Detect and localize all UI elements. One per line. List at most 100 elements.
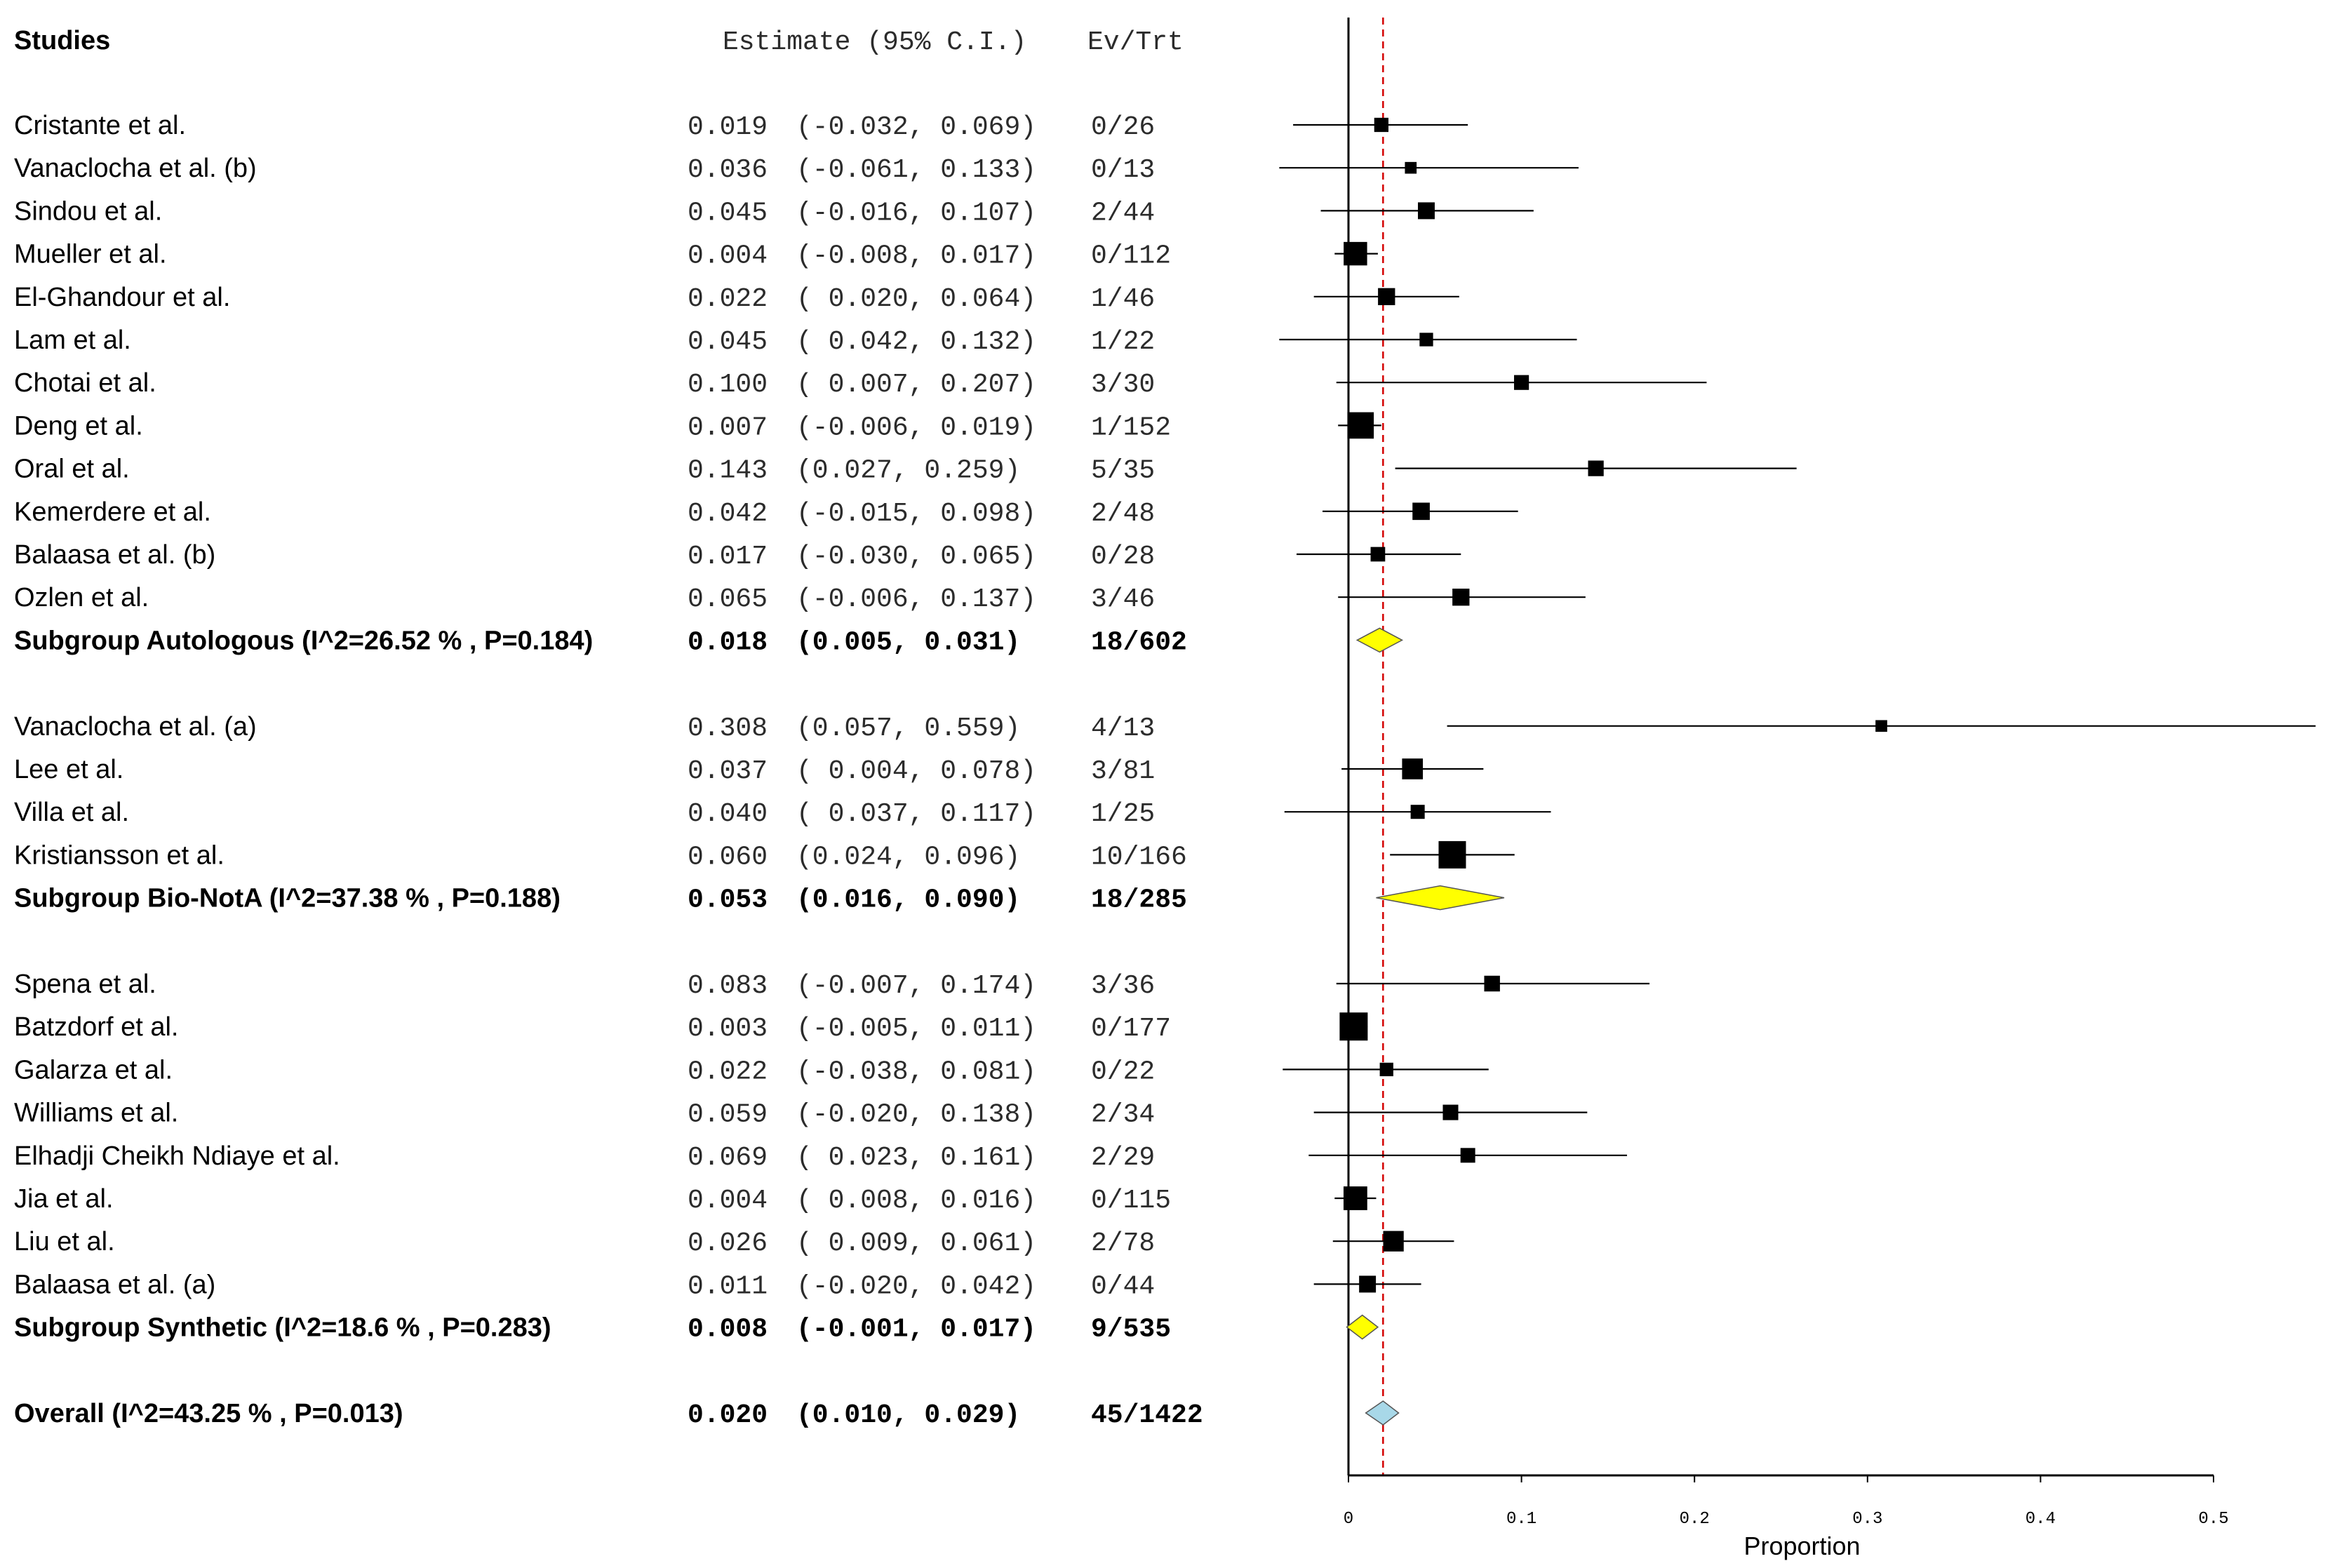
point-estimate-square xyxy=(1405,161,1417,174)
overall-row: Overall (I^2=43.25 % , P=0.013) 0.020 (0.… xyxy=(14,1399,1203,1430)
table-row: Liu et al. 0.026 ( 0.009, 0.061) 2/78 xyxy=(14,1227,1155,1259)
confidence-interval: ( 0.008, 0.016) xyxy=(796,1186,1036,1216)
estimate-value: 0.022 xyxy=(688,1057,768,1087)
confidence-interval: (0.005, 0.031) xyxy=(796,627,1020,657)
x-tick-label: 0.4 xyxy=(2026,1510,2056,1529)
point-estimate-square xyxy=(1417,202,1435,220)
table-row: Balaasa et al. (a) 0.011 (-0.020, 0.042) 0/… xyxy=(14,1270,1155,1301)
subgroup-row: Subgroup Autologous (I^2=26.52 % , P=0.1… xyxy=(14,626,1187,657)
estimate-value: 0.053 xyxy=(688,885,768,916)
point-estimate-square xyxy=(1370,547,1386,562)
confidence-interval: (0.024, 0.096) xyxy=(796,842,1020,872)
events-over-treated: 1/25 xyxy=(1091,799,1155,829)
estimate-value: 0.026 xyxy=(688,1228,768,1259)
events-over-treated: 0/115 xyxy=(1091,1186,1171,1216)
confidence-interval: (-0.016, 0.107) xyxy=(796,198,1036,228)
events-over-treated: 1/152 xyxy=(1091,413,1171,443)
point-estimate-square xyxy=(1410,805,1425,819)
point-estimate-square xyxy=(1347,412,1374,439)
events-over-treated: 3/30 xyxy=(1091,370,1155,400)
x-tick-label: 0.5 xyxy=(2198,1510,2228,1529)
confidence-interval: ( 0.007, 0.207) xyxy=(796,370,1036,400)
overall-diamond xyxy=(1365,1400,1400,1426)
events-over-treated: 3/46 xyxy=(1091,584,1155,615)
confidence-interval: (-0.005, 0.011) xyxy=(796,1014,1036,1044)
estimate-value: 0.065 xyxy=(688,584,768,615)
point-estimate-square xyxy=(1412,502,1430,521)
confidence-interval: (-0.006, 0.019) xyxy=(796,413,1036,443)
estimate-value: 0.020 xyxy=(688,1400,768,1430)
events-over-treated: 3/36 xyxy=(1091,971,1155,1001)
table-row: Oral et al. 0.143 (0.027, 0.259) 5/35 xyxy=(14,455,1155,486)
study-name: Deng et al. xyxy=(14,411,143,441)
table-row: Williams et al. 0.059 (-0.020, 0.138) 2/34 xyxy=(14,1099,1155,1130)
confidence-interval: (-0.007, 0.174) xyxy=(796,971,1036,1001)
study-name: Ozlen et al. xyxy=(14,583,149,612)
point-estimate-square xyxy=(1442,1104,1459,1120)
confidence-interval: (-0.032, 0.069) xyxy=(796,112,1036,142)
x-tick-label: 0.3 xyxy=(1852,1510,1882,1529)
point-estimate-square xyxy=(1402,758,1424,779)
study-name: Subgroup Bio-NotA (I^2=37.38 % , P=0.188… xyxy=(14,884,561,913)
estimate-value: 0.059 xyxy=(688,1100,768,1130)
header-estimate: Estimate (95% C.I.) xyxy=(723,27,1026,58)
table-row: Chotai et al. 0.100 ( 0.007, 0.207) 3/30 xyxy=(14,368,1155,400)
table-rows: Cristante et al. 0.019 (-0.032, 0.069) 0/26… xyxy=(14,111,1203,1430)
events-over-treated: 0/112 xyxy=(1091,241,1171,272)
point-estimate-square xyxy=(1339,1012,1368,1041)
point-estimate-square xyxy=(1875,720,1887,732)
header-events: Ev/Trt xyxy=(1087,27,1184,58)
table-row: Batzdorf et al. 0.003 (-0.005, 0.011) 0/177 xyxy=(14,1012,1171,1044)
point-estimate-square xyxy=(1374,117,1388,133)
confidence-interval: (0.010, 0.029) xyxy=(796,1400,1020,1430)
table-row: Galarza et al. 0.022 (-0.038, 0.081) 0/22 xyxy=(14,1055,1155,1087)
table-row: Ozlen et al. 0.065 (-0.006, 0.137) 3/46 xyxy=(14,583,1155,615)
estimate-value: 0.042 xyxy=(688,499,768,529)
events-over-treated: 2/44 xyxy=(1091,198,1155,228)
confidence-interval: (-0.006, 0.137) xyxy=(796,584,1036,615)
confidence-interval: ( 0.042, 0.132) xyxy=(796,327,1036,357)
confidence-interval: ( 0.037, 0.117) xyxy=(796,799,1036,829)
estimate-value: 0.022 xyxy=(688,284,768,314)
confidence-interval: (-0.001, 0.017) xyxy=(796,1315,1036,1345)
events-over-treated: 45/1422 xyxy=(1091,1400,1203,1430)
table-row: Jia et al. 0.004 ( 0.008, 0.016) 0/115 xyxy=(14,1184,1171,1216)
point-estimate-square xyxy=(1379,1062,1393,1077)
events-over-treated: 18/285 xyxy=(1091,885,1187,916)
study-name: Balaasa et al. (b) xyxy=(14,540,215,570)
estimate-value: 0.004 xyxy=(688,241,768,272)
events-over-treated: 9/535 xyxy=(1091,1315,1171,1345)
confidence-interval: (-0.030, 0.065) xyxy=(796,542,1036,572)
estimate-value: 0.003 xyxy=(688,1014,768,1044)
table-row: Kemerdere et al. 0.042 (-0.015, 0.098) 2/48 xyxy=(14,497,1155,529)
point-estimate-square xyxy=(1438,840,1466,869)
header-studies: Studies xyxy=(14,26,110,55)
events-over-treated: 4/13 xyxy=(1091,713,1155,744)
table-row: Deng et al. 0.007 (-0.006, 0.019) 1/152 xyxy=(14,411,1171,443)
events-over-treated: 0/28 xyxy=(1091,542,1155,572)
point-estimate-square xyxy=(1344,241,1367,266)
study-name: Kemerdere et al. xyxy=(14,497,211,527)
estimate-value: 0.083 xyxy=(688,971,768,1001)
estimate-value: 0.036 xyxy=(688,155,768,185)
table-row: Vanaclocha et al. (b) 0.036 (-0.061, 0.133… xyxy=(14,154,1155,185)
subgroup-diamond xyxy=(1376,885,1505,911)
table-row: Villa et al. 0.040 ( 0.037, 0.117) 1/25 xyxy=(14,798,1155,829)
events-over-treated: 0/22 xyxy=(1091,1057,1155,1087)
subgroup-diamond xyxy=(1355,627,1404,653)
point-estimate-square xyxy=(1484,975,1500,992)
study-name: Vanaclocha et al. (a) xyxy=(14,712,257,742)
table-row: Elhadji Cheikh Ndiaye et al. 0.069 ( 0.023… xyxy=(14,1141,1155,1173)
study-name: Vanaclocha et al. (b) xyxy=(14,154,257,183)
events-over-treated: 0/26 xyxy=(1091,112,1155,142)
x-axis-label: Proportion xyxy=(1743,1532,1860,1560)
events-over-treated: 10/166 xyxy=(1091,842,1187,872)
estimate-value: 0.017 xyxy=(688,542,768,572)
point-estimate-square xyxy=(1460,1148,1475,1163)
study-name: Elhadji Cheikh Ndiaye et al. xyxy=(14,1141,340,1171)
point-estimate-square xyxy=(1359,1275,1377,1293)
estimate-value: 0.007 xyxy=(688,413,768,443)
point-estimate-square xyxy=(1419,333,1433,347)
confidence-interval: (0.057, 0.559) xyxy=(796,713,1020,744)
events-over-treated: 2/48 xyxy=(1091,499,1155,529)
